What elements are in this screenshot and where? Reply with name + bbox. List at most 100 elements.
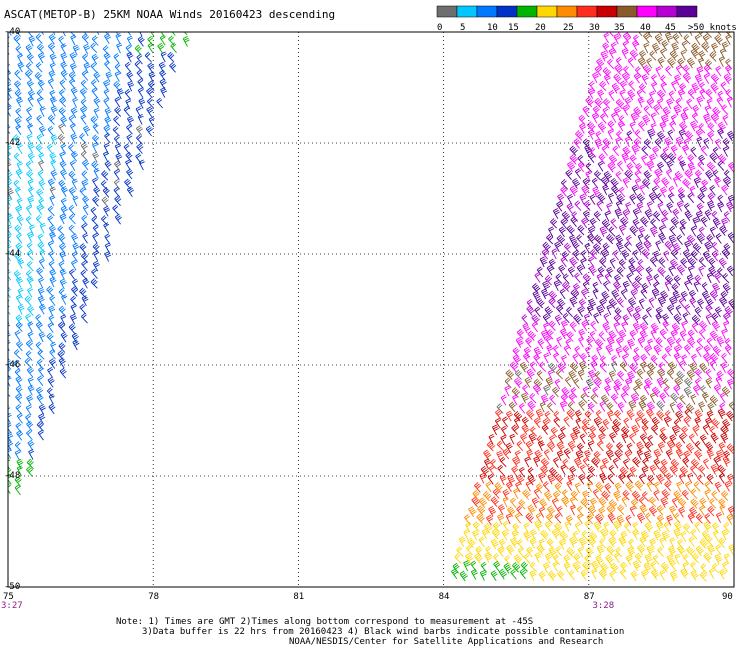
wind-barb xyxy=(536,297,545,309)
wind-barb xyxy=(471,496,480,508)
wind-barb xyxy=(579,122,587,134)
wind-barb xyxy=(47,205,55,217)
lat-tick-label: -40 xyxy=(4,27,21,37)
wind-barb xyxy=(650,329,657,341)
wind-barb xyxy=(59,367,67,379)
wind-barb xyxy=(35,214,43,226)
wind-barb xyxy=(597,89,605,101)
wind-barb xyxy=(69,160,76,171)
wind-barb xyxy=(603,521,610,533)
wind-barb xyxy=(616,442,624,453)
wind-barb xyxy=(59,151,66,163)
wind-barb xyxy=(536,544,545,555)
wind-barb xyxy=(13,179,21,191)
wind-barb xyxy=(639,322,649,333)
wind-barb xyxy=(554,482,562,494)
wind-barb xyxy=(613,33,621,45)
wind-barb xyxy=(27,231,34,243)
wind-barb xyxy=(698,50,706,62)
wind-barb xyxy=(533,378,543,390)
wind-barb xyxy=(656,473,665,485)
wind-barb xyxy=(479,472,487,484)
wind-barb xyxy=(83,43,91,55)
wind-barb xyxy=(92,134,100,145)
wind-barb xyxy=(533,353,541,365)
wind-barb xyxy=(690,464,697,476)
wind-barb xyxy=(646,201,653,212)
wind-barb xyxy=(539,361,547,372)
wind-barb xyxy=(650,322,659,334)
wind-barb xyxy=(480,561,487,573)
wind-barb xyxy=(618,329,627,341)
wind-barb xyxy=(114,195,122,207)
wind-barb xyxy=(656,98,663,110)
wind-barb xyxy=(542,562,550,574)
wind-barb xyxy=(714,176,722,188)
wind-barb xyxy=(678,129,686,140)
wind-barb xyxy=(581,424,589,435)
wind-barb xyxy=(642,457,649,469)
wind-barb xyxy=(682,64,690,76)
wind-barb xyxy=(520,361,529,373)
wind-barb xyxy=(684,169,693,180)
wind-barb xyxy=(628,297,637,309)
wind-barb xyxy=(36,204,44,215)
wind-barb xyxy=(72,195,79,207)
wind-barb xyxy=(622,280,630,292)
wind-barb xyxy=(147,80,155,91)
wind-barb xyxy=(485,481,492,493)
wind-barb xyxy=(611,82,620,94)
wind-barb xyxy=(623,65,631,76)
wind-barb xyxy=(599,80,607,92)
wind-barb xyxy=(554,473,564,485)
wind-barb xyxy=(544,520,552,532)
color-scale-boxes xyxy=(436,5,698,18)
wind-barb xyxy=(80,98,88,109)
wind-barb xyxy=(687,88,695,100)
wind-barb xyxy=(91,53,99,65)
wind-barb xyxy=(588,256,595,268)
wind-barb xyxy=(522,489,531,500)
wind-barb xyxy=(68,187,76,198)
wind-barb xyxy=(614,552,621,564)
wind-barb xyxy=(691,42,700,54)
wind-barb xyxy=(610,41,617,53)
wind-barb xyxy=(657,130,666,142)
wind-barb xyxy=(603,312,610,324)
wind-barb xyxy=(711,241,719,252)
wind-barb xyxy=(510,497,517,509)
wind-barb xyxy=(644,512,652,524)
wind-barb xyxy=(585,546,594,558)
wind-barb xyxy=(614,482,622,494)
wind-barb xyxy=(673,520,683,532)
wind-barb xyxy=(567,440,576,452)
wind-barb xyxy=(559,400,567,412)
wind-barb xyxy=(707,505,715,517)
wind-barb xyxy=(720,432,729,444)
wind-barb xyxy=(599,400,606,412)
wind-barb xyxy=(81,214,88,226)
wind-barb xyxy=(533,488,540,499)
wind-barb xyxy=(103,79,111,91)
wind-barb xyxy=(634,169,642,181)
wind-barb xyxy=(80,150,88,162)
wind-barb xyxy=(626,409,635,421)
wind-barb xyxy=(629,362,638,374)
wind-barb xyxy=(701,281,709,293)
wind-barb xyxy=(670,458,680,470)
wind-barb xyxy=(582,105,590,117)
wind-barb xyxy=(655,337,663,348)
wind-barb xyxy=(629,225,638,237)
wind-barb xyxy=(649,464,657,476)
wind-barb xyxy=(591,568,598,580)
wind-barb xyxy=(513,410,523,422)
wind-barb xyxy=(558,264,566,276)
wind-barb xyxy=(71,233,79,245)
wind-barb xyxy=(710,82,719,94)
wind-barb xyxy=(721,184,729,196)
wind-barb xyxy=(124,61,132,73)
wind-barb xyxy=(609,570,616,582)
wind-barb xyxy=(156,97,164,109)
wind-barb xyxy=(687,162,696,173)
